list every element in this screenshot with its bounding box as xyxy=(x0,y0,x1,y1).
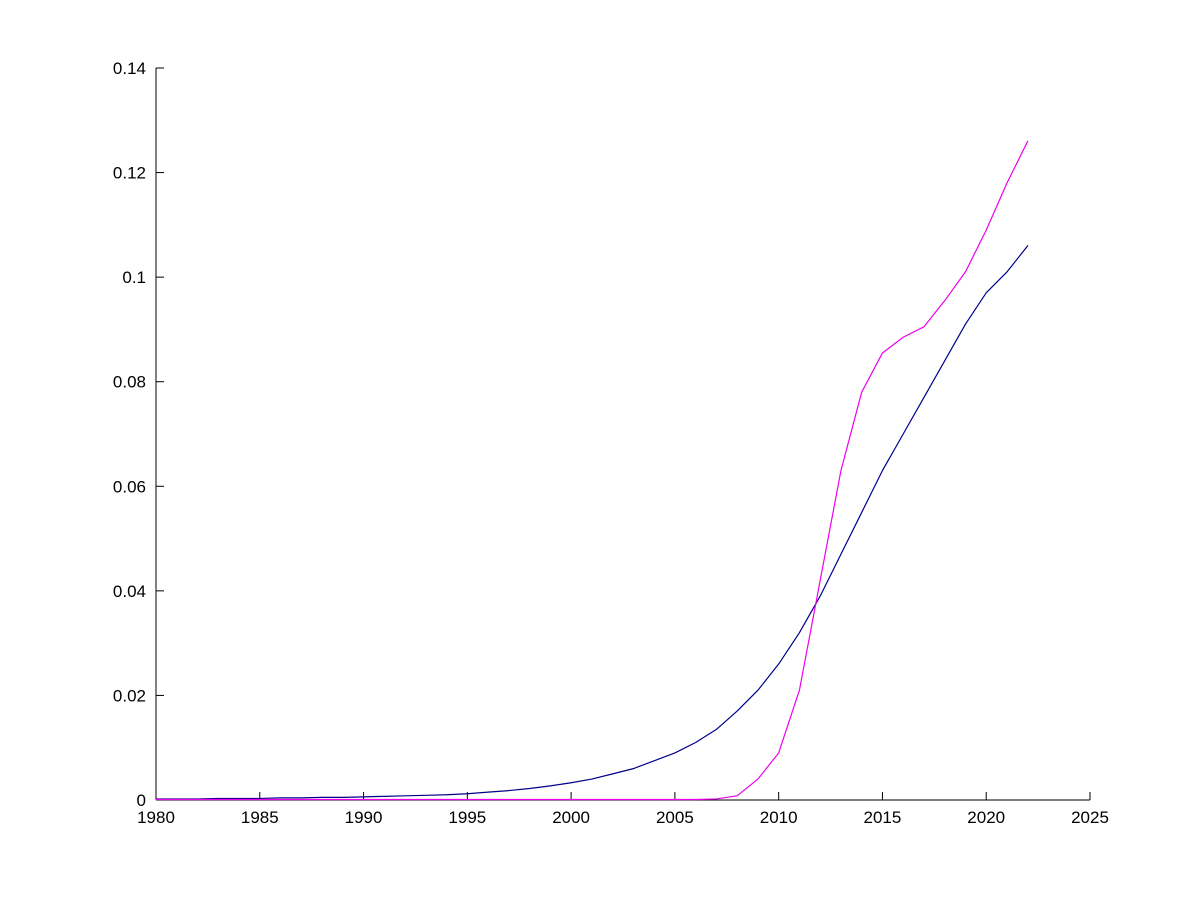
x-tick-label: 1980 xyxy=(137,808,175,827)
y-tick-label: 0.12 xyxy=(113,164,146,183)
y-tick-label: 0 xyxy=(137,791,146,810)
steep-magenta-series-line xyxy=(155,140,1029,801)
y-tick-label: 0.02 xyxy=(113,686,146,705)
y-tick-label: 0.08 xyxy=(113,373,146,392)
x-tick-label: 2000 xyxy=(552,808,590,827)
x-tick-label: 2020 xyxy=(967,808,1005,827)
data-series xyxy=(155,140,1029,801)
smooth-dark-blue-series-line xyxy=(155,245,1029,800)
x-tick-label: 2005 xyxy=(656,808,694,827)
y-tick-label: 0.1 xyxy=(122,268,146,287)
axes xyxy=(155,68,1090,801)
x-tick-label: 2010 xyxy=(760,808,798,827)
y-tick-label: 0.14 xyxy=(113,59,146,78)
x-tick-label: 1995 xyxy=(448,808,486,827)
x-tick-label: 2015 xyxy=(864,808,902,827)
x-tick-label: 2025 xyxy=(1071,808,1109,827)
y-tick-label: 0.06 xyxy=(113,477,146,496)
y-tick-label: 0.04 xyxy=(113,582,146,601)
tick-labels: 1980 1985 1990 1995 2000 2005 2010 2015 2020 2025… xyxy=(113,59,1109,827)
tick-marks xyxy=(155,67,1091,801)
x-tick-label: 1990 xyxy=(345,808,383,827)
x-tick-label: 1985 xyxy=(241,808,279,827)
